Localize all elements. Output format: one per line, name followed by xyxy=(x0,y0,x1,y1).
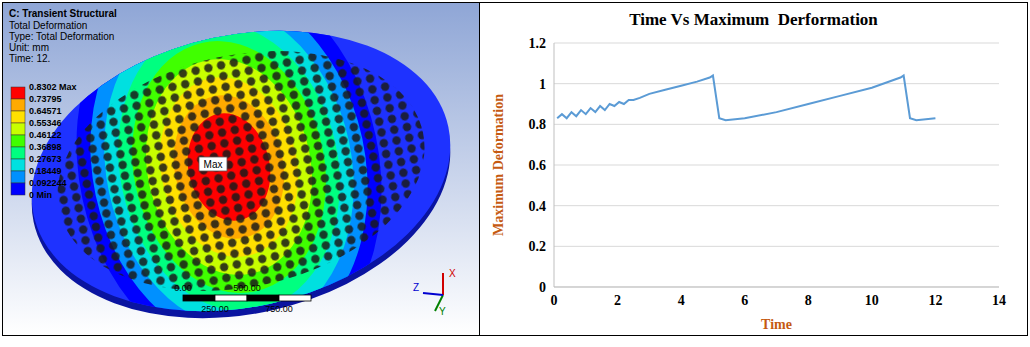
svg-text:6: 6 xyxy=(741,293,748,308)
svg-text:0: 0 xyxy=(551,293,558,308)
svg-text:0 Min: 0 Min xyxy=(29,190,52,200)
svg-text:750.00: 750.00 xyxy=(265,304,293,314)
svg-text:12: 12 xyxy=(928,293,942,308)
svg-text:0.092244: 0.092244 xyxy=(29,178,67,188)
svg-text:Z: Z xyxy=(413,282,419,293)
svg-text:0.8302 Max: 0.8302 Max xyxy=(29,82,77,92)
svg-text:10: 10 xyxy=(865,293,879,308)
svg-text:0.64571: 0.64571 xyxy=(29,106,62,116)
svg-text:X: X xyxy=(449,268,456,279)
svg-text:8: 8 xyxy=(805,293,812,308)
svg-text:1: 1 xyxy=(539,77,546,92)
svg-text:0.00: 0.00 xyxy=(174,283,192,293)
svg-text:Total Deformation: Total Deformation xyxy=(9,20,87,31)
svg-text:4: 4 xyxy=(678,293,685,308)
svg-text:500.00: 500.00 xyxy=(233,283,261,293)
svg-text:C: Transient Structural: C: Transient Structural xyxy=(9,8,117,19)
svg-text:0.55346: 0.55346 xyxy=(29,118,62,128)
svg-text:0: 0 xyxy=(539,280,546,295)
svg-text:Time: Time xyxy=(761,317,792,332)
svg-text:0.6: 0.6 xyxy=(529,158,547,173)
svg-text:250.00: 250.00 xyxy=(201,304,229,314)
svg-text:2: 2 xyxy=(614,293,621,308)
svg-text:Time: 12.: Time: 12. xyxy=(9,53,50,64)
svg-text:0.2: 0.2 xyxy=(529,239,547,254)
html-text:Time Vs Maximum Derformation: Time Vs Maximum Derformation xyxy=(629,10,878,29)
svg-text:Unit: mm: Unit: mm xyxy=(9,42,49,53)
svg-text:14: 14 xyxy=(992,293,1006,308)
svg-text:1.2: 1.2 xyxy=(529,37,547,51)
svg-text:0.36898: 0.36898 xyxy=(29,142,62,152)
svg-text:Max: Max xyxy=(204,159,223,170)
svg-text:Maximum Deformation: Maximum Deformation xyxy=(491,94,506,236)
svg-text:0.18449: 0.18449 xyxy=(29,166,62,176)
svg-text:Type: Total Deformation: Type: Total Deformation xyxy=(9,31,114,42)
svg-text:Y: Y xyxy=(439,306,446,317)
svg-text:0.73795: 0.73795 xyxy=(29,94,62,104)
svg-text:0.8: 0.8 xyxy=(529,117,547,132)
svg-text:0.46122: 0.46122 xyxy=(29,130,62,140)
svg-text:0.4: 0.4 xyxy=(529,199,547,214)
svg-text:0.27673: 0.27673 xyxy=(29,154,62,164)
